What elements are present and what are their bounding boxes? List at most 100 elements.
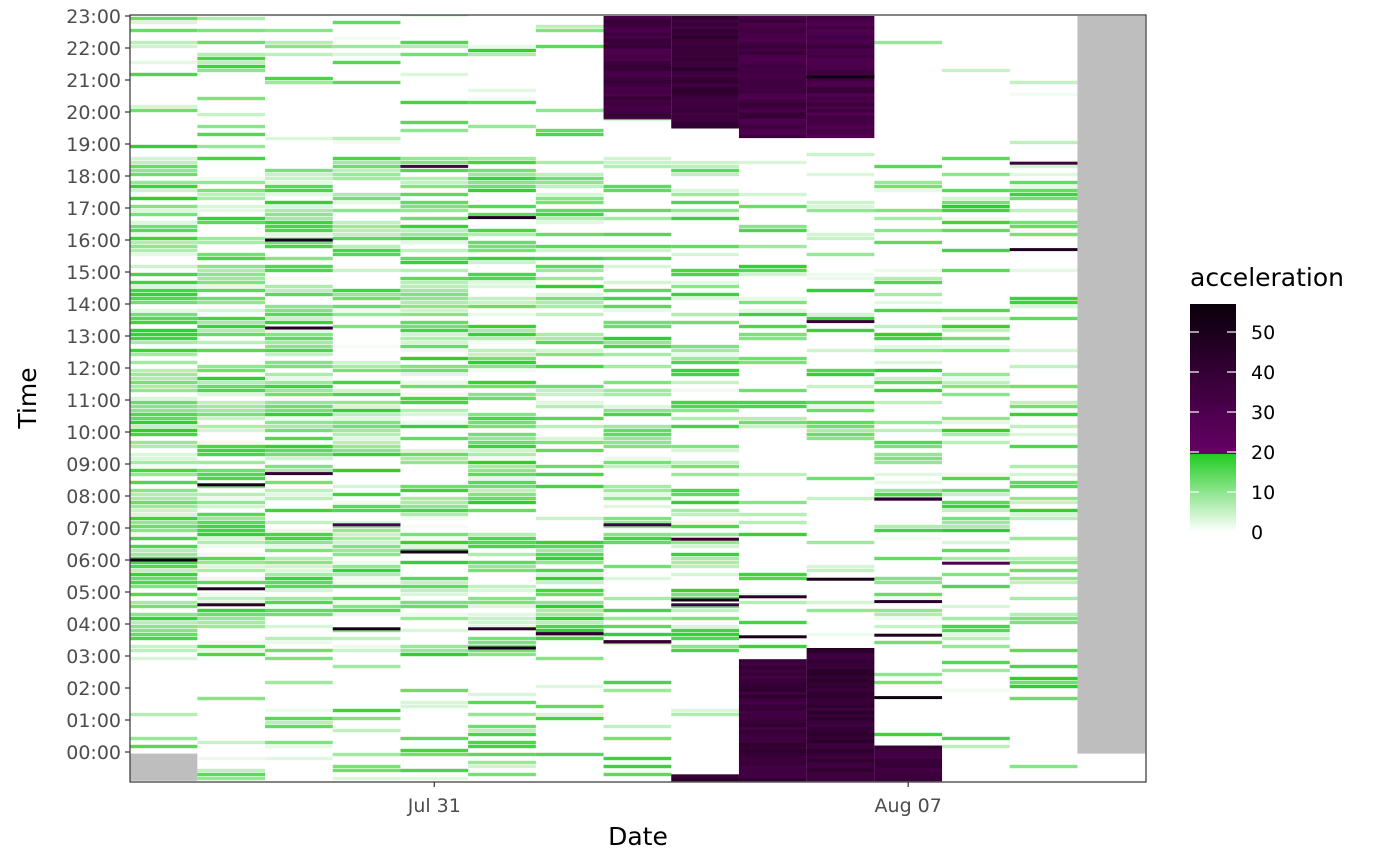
heat-cell bbox=[265, 284, 333, 289]
heat-cell bbox=[197, 496, 266, 501]
heat-cell-high bbox=[603, 73, 672, 78]
heat-cell bbox=[332, 20, 401, 25]
heat-cell bbox=[197, 112, 266, 117]
heat-cell bbox=[265, 424, 333, 429]
heat-cell bbox=[265, 384, 333, 389]
heat-cell-high bbox=[671, 48, 739, 52]
heat-cell-high bbox=[806, 118, 875, 123]
heat-cell bbox=[468, 500, 536, 505]
heat-cell bbox=[468, 352, 536, 357]
heat-cell bbox=[1009, 472, 1078, 477]
heat-cell bbox=[197, 460, 266, 465]
heat-cell bbox=[942, 556, 1010, 561]
heat-cell bbox=[671, 524, 739, 529]
heat-cell bbox=[265, 288, 333, 293]
heat-cell-high bbox=[738, 755, 807, 759]
heat-cell-high bbox=[874, 748, 943, 753]
heat-cell bbox=[400, 268, 469, 273]
heat-cell bbox=[332, 52, 401, 57]
heat-cell bbox=[130, 284, 198, 289]
heat-cell bbox=[1009, 316, 1078, 321]
heat-cell bbox=[197, 56, 266, 61]
y-tick-label: 11:00 bbox=[66, 390, 121, 412]
heat-cell bbox=[332, 500, 401, 505]
heat-cell bbox=[535, 28, 604, 33]
heat-cell bbox=[468, 552, 536, 557]
y-tick-label: 03:00 bbox=[66, 646, 121, 668]
heat-cell bbox=[400, 688, 469, 693]
heat-cell bbox=[468, 88, 536, 93]
heat-cell bbox=[671, 560, 739, 565]
heat-cell bbox=[130, 432, 198, 437]
heat-cell bbox=[874, 268, 943, 273]
heat-cell bbox=[1009, 192, 1078, 197]
heat-cell bbox=[535, 684, 604, 689]
heat-cell bbox=[197, 316, 266, 321]
y-tick-label: 12:00 bbox=[66, 358, 121, 380]
heat-cell-high bbox=[738, 710, 807, 715]
heat-cell bbox=[197, 388, 266, 393]
heat-cell bbox=[603, 464, 672, 469]
heat-cell bbox=[1009, 568, 1078, 573]
heat-cell-high bbox=[738, 742, 807, 747]
heat-cell bbox=[671, 624, 739, 629]
heat-cell bbox=[400, 328, 469, 333]
heat-cell bbox=[1009, 364, 1078, 369]
heat-spike bbox=[603, 640, 672, 644]
heat-cell bbox=[130, 280, 198, 285]
heat-cell bbox=[468, 96, 536, 101]
heat-cell bbox=[468, 48, 536, 53]
heat-cell bbox=[197, 768, 266, 773]
heat-cell-high bbox=[603, 19, 672, 23]
heat-cell bbox=[535, 464, 604, 469]
heat-cell bbox=[603, 264, 672, 269]
heat-cell bbox=[468, 600, 536, 605]
heat-cell bbox=[468, 436, 536, 441]
heat-cell bbox=[400, 192, 469, 197]
heat-cell bbox=[468, 432, 536, 437]
heat-cell bbox=[197, 328, 266, 333]
heat-cell bbox=[400, 292, 469, 297]
heat-cell bbox=[130, 636, 198, 641]
heat-cell-high bbox=[806, 710, 875, 715]
heat-cell bbox=[332, 292, 401, 297]
heat-cell bbox=[400, 592, 469, 597]
heat-cell bbox=[265, 456, 333, 461]
heat-cell bbox=[400, 204, 469, 209]
heat-cell bbox=[265, 428, 333, 433]
heat-cell bbox=[535, 560, 604, 565]
heat-cell bbox=[265, 708, 333, 713]
heat-cell bbox=[535, 400, 604, 405]
heat-cell bbox=[265, 220, 333, 225]
heat-cell bbox=[671, 572, 739, 577]
heat-cell bbox=[603, 256, 672, 261]
heat-cell bbox=[671, 168, 739, 173]
heat-cell bbox=[400, 648, 469, 653]
heat-cell bbox=[468, 300, 536, 305]
heat-cell-high bbox=[806, 44, 875, 49]
heat-spike bbox=[197, 603, 266, 607]
heat-cell-high bbox=[806, 134, 875, 139]
heat-cell bbox=[874, 488, 943, 493]
heat-cell bbox=[535, 284, 604, 289]
heat-cell bbox=[400, 280, 469, 285]
heat-cell-high bbox=[671, 57, 739, 62]
heat-cell bbox=[332, 576, 401, 581]
heat-cell-high bbox=[806, 694, 875, 699]
heat-cell bbox=[468, 744, 536, 749]
heat-cell bbox=[130, 296, 198, 301]
heat-cell bbox=[535, 200, 604, 205]
heat-cell bbox=[535, 516, 604, 521]
heat-cell bbox=[671, 280, 739, 285]
heat-cell-high bbox=[738, 736, 807, 740]
heat-cell bbox=[535, 388, 604, 393]
heat-cell bbox=[400, 348, 469, 353]
heat-cell bbox=[197, 560, 266, 565]
heat-cell-high bbox=[738, 697, 807, 702]
heat-cell-high bbox=[738, 121, 807, 126]
heat-cell bbox=[130, 172, 198, 177]
heat-cell bbox=[400, 700, 469, 705]
heat-cell bbox=[535, 600, 604, 605]
heat-spike bbox=[468, 627, 536, 631]
heat-cell bbox=[671, 592, 739, 597]
